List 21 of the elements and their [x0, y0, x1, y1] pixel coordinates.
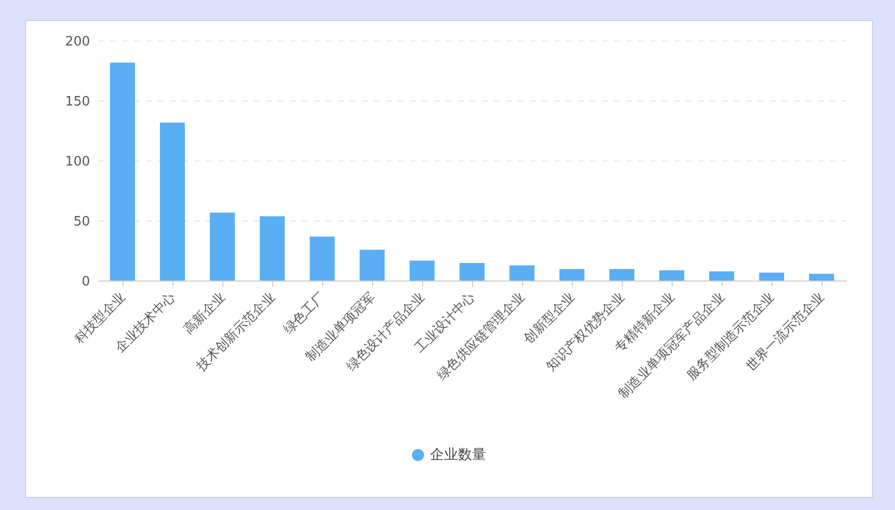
bar [260, 216, 285, 281]
bar [210, 212, 235, 281]
bar [659, 270, 684, 281]
bar [609, 269, 634, 281]
y-tick-label: 150 [65, 94, 90, 110]
y-tick-label: 50 [73, 214, 90, 230]
y-tick-label: 200 [65, 34, 90, 50]
bar [509, 265, 534, 281]
bar [160, 122, 185, 281]
legend-label: 企业数量 [430, 446, 486, 464]
bar [110, 62, 135, 281]
y-tick-label: 100 [65, 154, 90, 170]
bar [410, 260, 435, 281]
bar [460, 263, 485, 281]
y-tick-label: 0 [82, 274, 90, 290]
bar [310, 236, 335, 281]
bar [759, 272, 784, 281]
bar [360, 250, 385, 281]
bar [809, 274, 834, 281]
bar [709, 271, 734, 281]
bar [559, 269, 584, 281]
